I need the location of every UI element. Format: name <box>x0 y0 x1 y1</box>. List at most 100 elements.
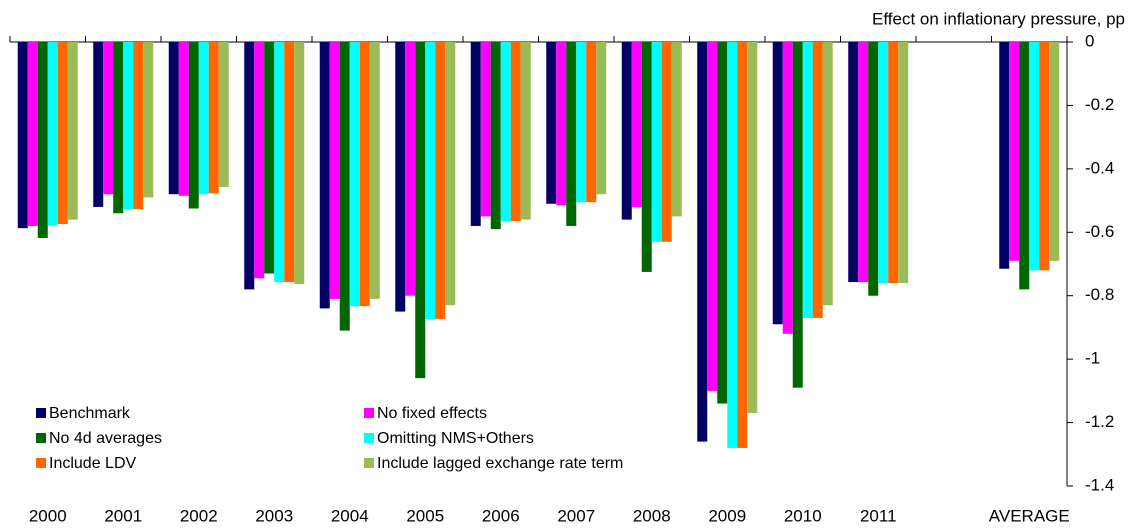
bar <box>329 42 340 299</box>
bar <box>480 42 491 217</box>
bar <box>339 42 350 331</box>
legend-swatch <box>36 433 46 443</box>
bar <box>1009 42 1020 261</box>
bar <box>168 42 179 195</box>
bar <box>93 42 104 207</box>
bar <box>661 42 672 242</box>
bar <box>576 42 587 203</box>
bar <box>556 42 567 206</box>
bar <box>103 42 114 195</box>
bar <box>369 42 380 299</box>
bar <box>641 42 652 272</box>
bar <box>782 42 793 334</box>
bar <box>188 42 199 209</box>
bar <box>244 42 255 290</box>
bar <box>792 42 803 388</box>
bar <box>349 42 360 307</box>
x-tick-label: 2009 <box>708 506 746 525</box>
bar <box>133 42 144 210</box>
bar <box>67 42 78 220</box>
x-tick-label: AVERAGE <box>989 506 1070 525</box>
bar <box>888 42 899 284</box>
bar <box>747 42 758 414</box>
y-tick-label: -0.6 <box>1085 222 1114 241</box>
bar <box>143 42 154 198</box>
y-tick-label: 0 <box>1085 31 1094 50</box>
bar <box>57 42 68 225</box>
bar <box>395 42 406 312</box>
bar <box>294 42 305 284</box>
x-tick-label: 2010 <box>784 506 822 525</box>
bar <box>445 42 456 306</box>
x-tick-label: 2005 <box>406 506 444 525</box>
bar <box>218 42 229 187</box>
x-tick-label: 2000 <box>29 506 67 525</box>
x-tick-label: 2002 <box>180 506 218 525</box>
bar <box>727 42 738 448</box>
bar <box>737 42 748 448</box>
bar <box>848 42 859 283</box>
legend-swatch <box>364 408 374 418</box>
bar <box>274 42 285 283</box>
x-tick-label: 2006 <box>482 506 520 525</box>
bar <box>858 42 869 283</box>
bar <box>621 42 632 220</box>
x-tick-label: 2001 <box>104 506 142 525</box>
bar <box>868 42 879 296</box>
bar <box>37 42 48 238</box>
x-tick-label: 2004 <box>331 506 369 525</box>
bar <box>208 42 219 194</box>
bar <box>359 42 370 307</box>
bar <box>697 42 708 442</box>
y-tick-label: -0.8 <box>1085 285 1114 304</box>
y-axis-label: Effect on inflationary pressure, pp <box>872 9 1125 28</box>
y-tick-label: -0.4 <box>1085 158 1114 177</box>
bar <box>1039 42 1050 271</box>
x-tick-label: 2011 <box>860 506 897 525</box>
bar <box>707 42 718 391</box>
bar <box>772 42 783 325</box>
bar <box>1019 42 1030 290</box>
x-tick-label: 2003 <box>255 506 293 525</box>
legend-swatch <box>36 408 46 418</box>
bar <box>566 42 577 226</box>
bar <box>802 42 813 318</box>
bar <box>415 42 426 379</box>
bar <box>651 42 662 242</box>
y-tick-label: -1.4 <box>1085 475 1114 494</box>
bar <box>717 42 728 404</box>
bar <box>510 42 521 222</box>
bar <box>470 42 481 226</box>
bar <box>198 42 209 195</box>
bar <box>1029 42 1040 271</box>
bar <box>254 42 265 279</box>
bar <box>425 42 436 319</box>
legend-label: Include lagged exchange rate term <box>377 455 623 472</box>
bar <box>17 42 28 229</box>
bar <box>812 42 823 318</box>
bar <box>490 42 501 230</box>
bar <box>898 42 909 284</box>
bar <box>822 42 833 306</box>
y-tick-label: -0.2 <box>1085 95 1114 114</box>
bar <box>1049 42 1060 261</box>
legend-label: Omitting NMS+Others <box>377 430 534 447</box>
legend-label: Include LDV <box>49 455 136 472</box>
x-tick-label: 2007 <box>557 506 595 525</box>
bar <box>47 42 58 225</box>
bar <box>27 42 38 226</box>
bar <box>999 42 1010 269</box>
bar <box>405 42 416 296</box>
bar <box>631 42 642 207</box>
bar <box>319 42 330 309</box>
bar <box>435 42 446 319</box>
bar <box>113 42 124 214</box>
x-tick-label: 2008 <box>633 506 671 525</box>
legend-swatch <box>364 458 374 468</box>
y-tick-label: -1 <box>1085 349 1100 368</box>
y-tick-label: -1.2 <box>1085 412 1114 431</box>
bar <box>586 42 597 203</box>
bar <box>264 42 275 274</box>
bar <box>596 42 607 195</box>
